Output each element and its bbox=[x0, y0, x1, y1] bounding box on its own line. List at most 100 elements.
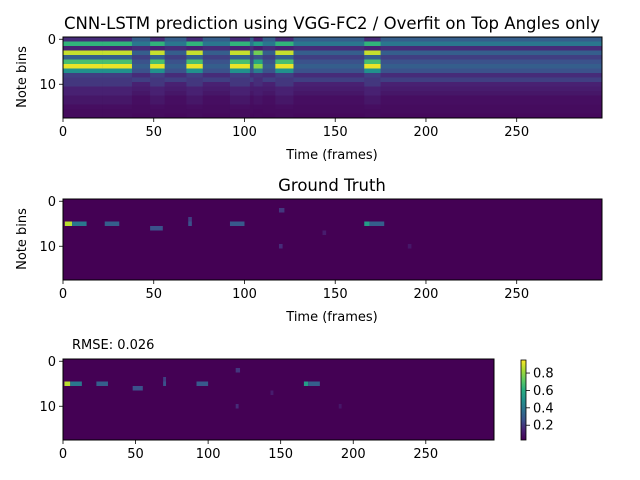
cell bbox=[102, 95, 132, 101]
cell bbox=[275, 73, 294, 78]
rmse-label: RMSE: 0.026 bbox=[72, 338, 154, 353]
cell bbox=[253, 113, 263, 119]
prediction-xlabel: Time (frames) bbox=[285, 148, 377, 163]
ground-truth-frame bbox=[62, 198, 603, 281]
cell bbox=[229, 113, 250, 119]
cell bbox=[322, 230, 327, 235]
cell bbox=[96, 381, 108, 386]
cell bbox=[229, 59, 250, 65]
cell bbox=[275, 86, 294, 92]
panel-ground-truth: Ground Truth 0 50 100 150 200 250 0 10 Time (f… bbox=[15, 176, 603, 325]
cell bbox=[186, 50, 203, 56]
cell bbox=[186, 100, 203, 105]
difference-y-ticks: 0 10 bbox=[39, 355, 63, 415]
cell bbox=[150, 226, 163, 231]
cell bbox=[186, 37, 203, 42]
cell bbox=[63, 82, 103, 87]
cell bbox=[102, 73, 132, 78]
cell bbox=[229, 104, 250, 110]
cell bbox=[364, 82, 381, 87]
cell bbox=[102, 82, 132, 87]
colorbar-tick-label: 0.2 bbox=[533, 419, 554, 434]
cell bbox=[64, 381, 71, 386]
cell bbox=[364, 50, 381, 56]
x-tick-label: 0 bbox=[59, 125, 67, 140]
y-tick-label: 10 bbox=[39, 240, 56, 255]
cell bbox=[364, 64, 381, 69]
cell bbox=[102, 50, 132, 56]
cell bbox=[229, 46, 250, 51]
cell bbox=[229, 100, 250, 105]
cell bbox=[186, 55, 203, 60]
colorbar-gradient bbox=[520, 359, 527, 441]
cell bbox=[150, 95, 165, 101]
cell bbox=[102, 68, 132, 74]
cell bbox=[63, 77, 103, 83]
x-tick-label: 100 bbox=[232, 125, 257, 140]
cell bbox=[63, 64, 602, 69]
cell bbox=[229, 82, 250, 87]
cell bbox=[186, 109, 203, 114]
cell bbox=[275, 50, 294, 56]
cell bbox=[188, 217, 192, 222]
cell bbox=[63, 37, 103, 42]
x-tick-label: 100 bbox=[232, 287, 257, 302]
cell bbox=[150, 68, 165, 74]
y-tick-label: 0 bbox=[48, 195, 56, 210]
cell bbox=[63, 46, 103, 51]
cell bbox=[364, 55, 381, 60]
cell bbox=[63, 41, 103, 47]
cell bbox=[278, 208, 285, 213]
cell bbox=[102, 113, 132, 119]
cell bbox=[278, 244, 283, 249]
cell bbox=[364, 41, 381, 47]
cell bbox=[253, 46, 263, 51]
cell bbox=[64, 221, 73, 226]
cell bbox=[303, 381, 309, 386]
cell bbox=[63, 68, 103, 74]
cell bbox=[275, 95, 294, 101]
cell bbox=[150, 59, 165, 65]
cell bbox=[163, 381, 167, 386]
panel-difference: RMSE: 0.026 0 50 100 150 200 250 0 10 bbox=[39, 338, 495, 462]
cell bbox=[150, 100, 165, 105]
cell bbox=[253, 73, 263, 78]
ground-truth-x-ticks: 0 50 100 150 200 250 bbox=[59, 280, 529, 302]
cell bbox=[150, 73, 165, 78]
cell bbox=[364, 104, 381, 110]
cell bbox=[229, 91, 250, 96]
cell bbox=[275, 113, 294, 119]
cell bbox=[235, 368, 241, 373]
cell bbox=[275, 55, 294, 60]
cell bbox=[308, 381, 320, 386]
cell bbox=[150, 77, 165, 83]
cell bbox=[275, 64, 294, 69]
cell bbox=[163, 377, 167, 382]
ground-truth-y-ticks: 0 10 bbox=[39, 195, 63, 255]
cell bbox=[63, 86, 602, 92]
cell bbox=[102, 46, 132, 51]
cell bbox=[275, 41, 294, 47]
cell bbox=[102, 59, 132, 65]
cell bbox=[253, 109, 263, 114]
cell bbox=[63, 95, 602, 101]
cell bbox=[150, 91, 165, 96]
cell bbox=[63, 113, 602, 119]
cell bbox=[104, 221, 120, 226]
prediction-y-ticks: 0 10 bbox=[39, 33, 63, 93]
colorbar-tick-label: 0.6 bbox=[533, 384, 554, 399]
x-tick-label: 50 bbox=[145, 287, 162, 302]
difference-x-ticks: 0 50 100 150 200 250 bbox=[59, 440, 438, 462]
cell bbox=[229, 86, 250, 92]
cell bbox=[63, 113, 103, 119]
cell bbox=[102, 77, 132, 83]
cell bbox=[364, 37, 381, 42]
cell bbox=[275, 100, 294, 105]
cell bbox=[102, 64, 132, 69]
colorbar-ticks: 0.8 0.6 0.4 0.2 bbox=[526, 367, 554, 434]
cell bbox=[150, 86, 165, 92]
cell bbox=[253, 41, 263, 47]
cell bbox=[364, 73, 381, 78]
cell bbox=[63, 100, 103, 105]
cell bbox=[186, 82, 203, 87]
